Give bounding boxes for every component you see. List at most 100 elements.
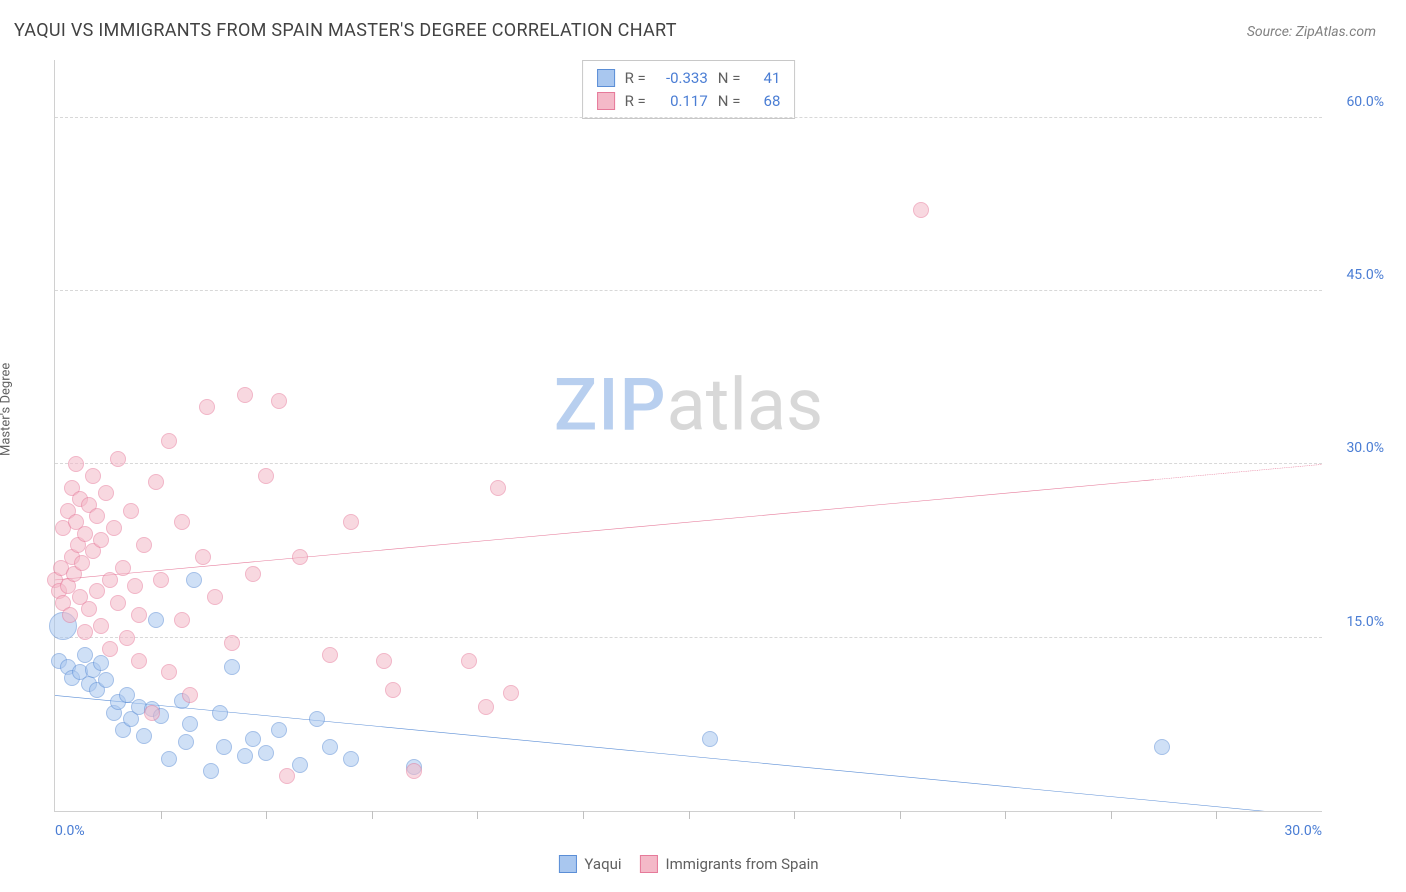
scatter-point-spain xyxy=(144,705,160,721)
scatter-point-spain xyxy=(102,572,118,588)
gridline xyxy=(55,463,1322,464)
scatter-point-yaqui xyxy=(212,705,228,721)
scatter-point-spain xyxy=(153,572,169,588)
swatch-spain xyxy=(597,92,615,110)
scatter-point-spain xyxy=(106,520,122,536)
scatter-point-yaqui xyxy=(237,748,253,764)
scatter-point-yaqui xyxy=(258,745,274,761)
y-axis-label: Master's Degree xyxy=(0,363,14,456)
y-tick-label: 60.0% xyxy=(1346,94,1384,110)
scatter-point-yaqui xyxy=(98,672,114,688)
scatter-point-spain xyxy=(119,630,135,646)
x-tick xyxy=(1005,811,1006,819)
n-value-yaqui: 41 xyxy=(750,67,780,90)
scatter-point-spain xyxy=(161,433,177,449)
trend-line-dash-spain xyxy=(1153,464,1322,479)
legend-swatch-spain xyxy=(640,855,658,873)
r-label: R = xyxy=(625,90,646,113)
scatter-point-spain xyxy=(343,514,359,530)
legend-item-spain: Immigrants from Spain xyxy=(640,855,819,873)
n-value-spain: 68 xyxy=(750,90,780,113)
x-tick xyxy=(794,811,795,819)
scatter-point-spain xyxy=(503,685,519,701)
scatter-point-spain xyxy=(110,595,126,611)
scatter-point-spain xyxy=(77,624,93,640)
series-legend: Yaqui Immigrants from Spain xyxy=(558,855,818,873)
scatter-point-spain xyxy=(245,566,261,582)
scatter-point-spain xyxy=(182,687,198,703)
scatter-point-spain xyxy=(161,664,177,680)
x-tick xyxy=(900,811,901,819)
stats-row-spain: R =0.117N =68 xyxy=(597,90,781,113)
x-tick-label-min: 0.0% xyxy=(55,823,85,839)
scatter-point-yaqui xyxy=(136,728,152,744)
scatter-point-yaqui xyxy=(224,659,240,675)
legend-swatch-yaqui xyxy=(558,855,576,873)
scatter-point-spain xyxy=(478,699,494,715)
y-tick-label: 45.0% xyxy=(1346,267,1384,283)
scatter-point-spain xyxy=(174,612,190,628)
scatter-point-spain xyxy=(89,583,105,599)
scatter-point-spain xyxy=(224,635,240,651)
scatter-point-spain xyxy=(127,578,143,594)
scatter-point-yaqui xyxy=(702,731,718,747)
gridline xyxy=(55,637,1322,638)
swatch-yaqui xyxy=(597,69,615,87)
scatter-point-spain xyxy=(195,549,211,565)
trend-lines xyxy=(55,60,1322,811)
scatter-point-spain xyxy=(199,399,215,415)
scatter-point-spain xyxy=(376,653,392,669)
watermark: ZIPatlas xyxy=(554,363,823,448)
scatter-point-spain xyxy=(279,768,295,784)
scatter-point-spain xyxy=(131,607,147,623)
legend-item-yaqui: Yaqui xyxy=(558,855,621,873)
n-label: N = xyxy=(718,90,741,113)
x-tick xyxy=(477,811,478,819)
scatter-point-spain xyxy=(258,468,274,484)
stats-row-yaqui: R =-0.333N =41 xyxy=(597,67,781,90)
x-tick xyxy=(689,811,690,819)
legend-label-spain: Immigrants from Spain xyxy=(666,855,819,873)
x-tick xyxy=(372,811,373,819)
scatter-point-spain xyxy=(131,653,147,669)
scatter-point-yaqui xyxy=(216,739,232,755)
scatter-point-spain xyxy=(102,641,118,657)
scatter-point-yaqui xyxy=(245,731,261,747)
scatter-point-spain xyxy=(490,480,506,496)
scatter-point-spain xyxy=(207,589,223,605)
x-tick xyxy=(1111,811,1112,819)
chart-title: YAQUI VS IMMIGRANTS FROM SPAIN MASTER'S … xyxy=(14,20,677,41)
scatter-point-spain xyxy=(237,387,253,403)
x-tick xyxy=(161,811,162,819)
scatter-point-yaqui xyxy=(182,716,198,732)
scatter-point-spain xyxy=(77,526,93,542)
n-label: N = xyxy=(718,67,741,90)
scatter-point-spain xyxy=(148,474,164,490)
scatter-point-spain xyxy=(62,607,78,623)
scatter-point-spain xyxy=(136,537,152,553)
plot-area: ZIPatlas R =-0.333N =41R =0.117N =68 Yaq… xyxy=(54,60,1322,812)
scatter-point-spain xyxy=(89,508,105,524)
trend-line-spain xyxy=(55,480,1153,580)
scatter-point-yaqui xyxy=(271,722,287,738)
scatter-point-spain xyxy=(913,202,929,218)
source-attribution: Source: ZipAtlas.com xyxy=(1247,24,1376,40)
y-tick-label: 15.0% xyxy=(1346,614,1384,630)
y-tick-label: 30.0% xyxy=(1346,440,1384,456)
scatter-point-spain xyxy=(93,532,109,548)
scatter-point-spain xyxy=(81,601,97,617)
scatter-point-spain xyxy=(385,682,401,698)
gridline xyxy=(55,117,1322,118)
scatter-point-yaqui xyxy=(309,711,325,727)
scatter-point-spain xyxy=(85,468,101,484)
scatter-point-yaqui xyxy=(343,751,359,767)
scatter-point-spain xyxy=(123,503,139,519)
legend-label-yaqui: Yaqui xyxy=(584,855,621,873)
stats-legend: R =-0.333N =41R =0.117N =68 xyxy=(582,60,796,119)
x-tick xyxy=(266,811,267,819)
scatter-point-spain xyxy=(110,451,126,467)
scatter-point-spain xyxy=(93,618,109,634)
scatter-point-yaqui xyxy=(322,739,338,755)
x-tick xyxy=(583,811,584,819)
scatter-point-yaqui xyxy=(77,647,93,663)
